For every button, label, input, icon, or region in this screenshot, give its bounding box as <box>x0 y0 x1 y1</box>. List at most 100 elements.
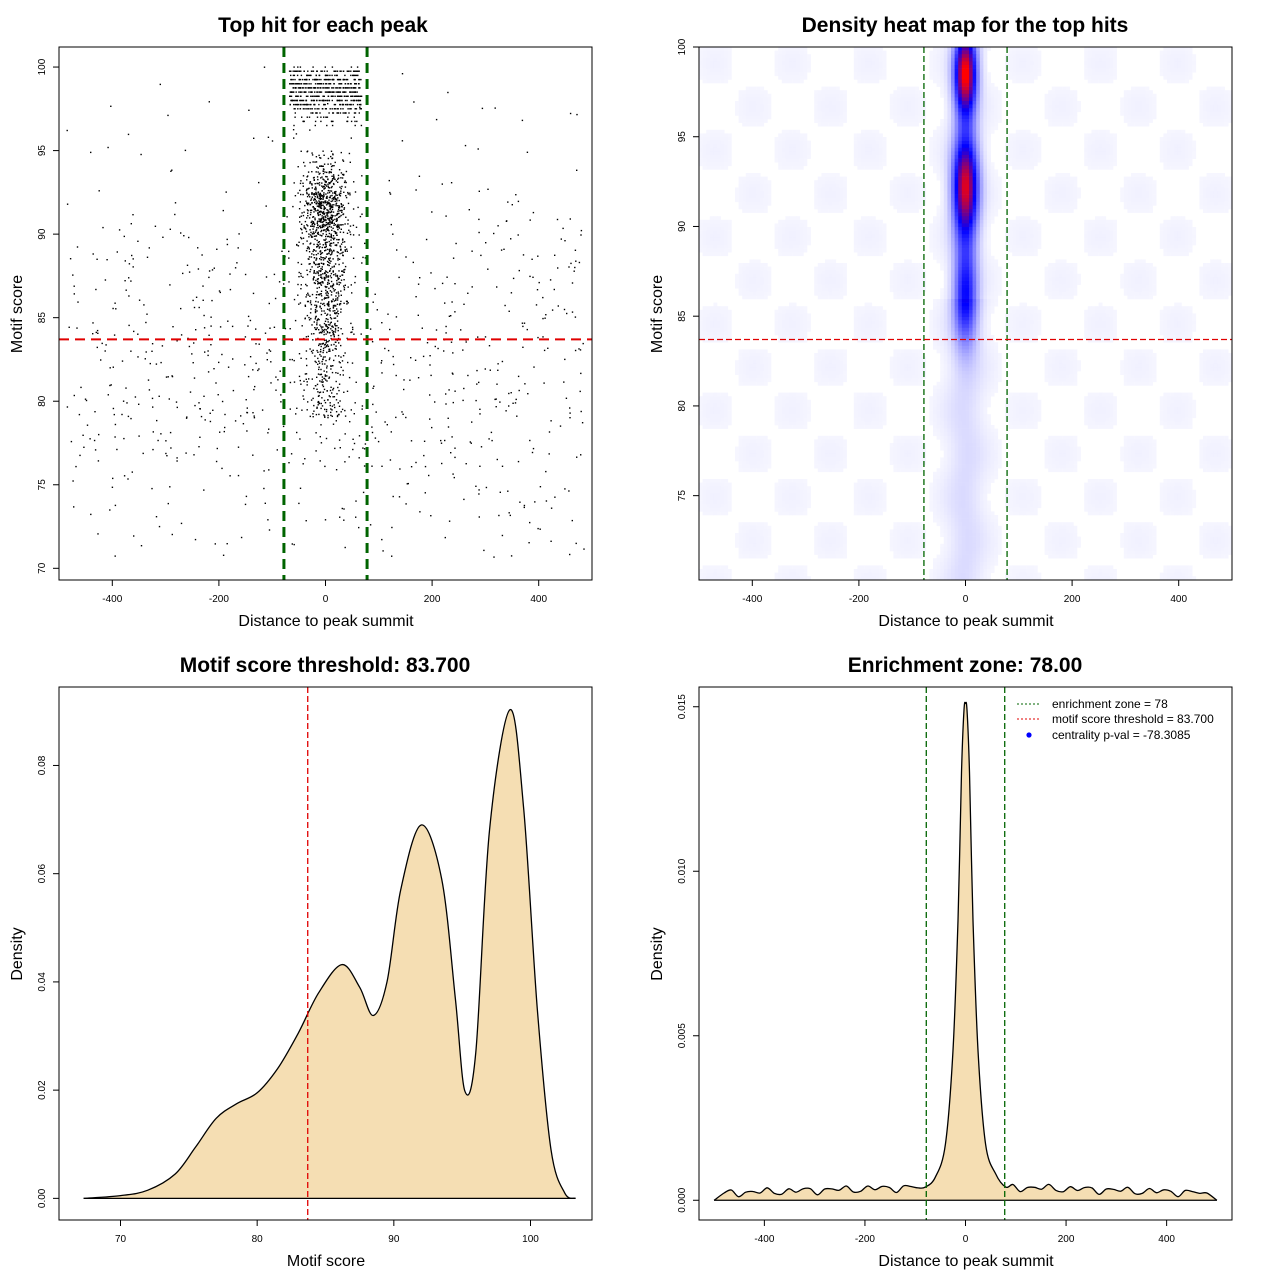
scatter-point <box>325 410 328 413</box>
scatter-point <box>494 107 496 109</box>
scatter-point <box>299 221 301 223</box>
heatmap-cell <box>1167 47 1171 51</box>
heatmap-cell <box>983 111 988 116</box>
heatmap-cell <box>709 155 714 159</box>
scatter-point <box>301 409 303 411</box>
scatter-point <box>321 363 324 365</box>
heatmap-cell <box>857 158 862 163</box>
heatmap-cell <box>969 122 973 127</box>
heatmap-cell <box>882 75 887 80</box>
heatmap-cell <box>911 90 916 95</box>
heatmap-cell <box>943 68 948 73</box>
scatter-point <box>307 215 309 217</box>
scatter-point <box>371 341 374 343</box>
heatmap-cell <box>987 72 991 77</box>
heatmap-cell <box>699 151 703 156</box>
heatmap-cell <box>753 115 757 120</box>
heatmap-cell <box>1138 108 1143 113</box>
scatter-point <box>267 136 270 138</box>
scatter-point <box>253 417 256 419</box>
heatmap-cell <box>735 104 739 109</box>
scatter-point <box>332 396 334 398</box>
scatter-point <box>328 230 330 232</box>
scatter-point <box>415 189 417 191</box>
heatmap-cell <box>1023 68 1027 73</box>
scatter-point <box>336 339 339 342</box>
heatmap-cell <box>828 122 833 127</box>
heatmap-cell <box>875 68 880 73</box>
scatter-point <box>580 234 582 236</box>
scatter-point <box>332 283 335 285</box>
scatter-point <box>90 513 92 516</box>
scatter-point <box>333 334 335 336</box>
heatmap-cell <box>958 133 963 138</box>
scatter-point <box>331 214 333 217</box>
scatter-point <box>320 402 322 405</box>
heatmap-cell <box>709 137 714 141</box>
heatmap-cell <box>979 158 984 163</box>
heatmap-cell <box>958 97 963 102</box>
heatmap-cell <box>1167 137 1171 141</box>
scatter-point <box>128 295 130 297</box>
scatter-point <box>318 368 320 371</box>
heatmap-cell <box>907 115 912 120</box>
scatter-point <box>308 251 311 253</box>
scatter-point <box>340 203 342 205</box>
scatter-point <box>307 103 309 106</box>
heatmap-cell <box>1217 101 1222 105</box>
heatmap-cell <box>864 137 869 141</box>
heatmap-cell <box>1199 97 1204 102</box>
heatmap-cell <box>803 162 808 167</box>
heatmap-cell <box>756 108 761 113</box>
scatter-point <box>334 447 336 450</box>
scatter-point <box>300 70 302 72</box>
scatter-point <box>319 243 321 245</box>
scatter-point <box>311 187 313 189</box>
heatmap-cell <box>864 50 869 55</box>
scatter-point <box>333 343 335 346</box>
scatter-point <box>73 506 75 508</box>
scatter-point <box>320 87 322 89</box>
scatter-point <box>249 319 252 322</box>
heatmap-cell <box>1188 147 1193 152</box>
scatter-point <box>429 394 431 396</box>
scatter-point <box>305 230 308 233</box>
heatmap-cell <box>936 47 941 51</box>
scatter-point <box>330 386 332 388</box>
scatter-point <box>324 285 326 288</box>
scatter-point <box>318 202 321 205</box>
scatter-point <box>310 103 312 106</box>
heatmap-cell <box>713 47 718 51</box>
heatmap-cell <box>976 133 981 138</box>
scatter-point <box>421 327 423 329</box>
scatter-point <box>306 188 308 190</box>
heatmap-cell <box>929 155 934 159</box>
scatter-point <box>121 413 123 416</box>
scatter-point <box>332 174 335 176</box>
heatmap-cell <box>987 97 991 102</box>
heatmap-cell <box>1030 72 1035 77</box>
y-tick-label: 100 <box>37 58 48 75</box>
heatmap-cell <box>709 72 714 77</box>
heatmap-cell <box>796 54 801 59</box>
scatter-point <box>324 257 326 260</box>
scatter-point <box>210 325 212 327</box>
scatter-point <box>339 112 342 114</box>
scatter-point <box>320 313 323 316</box>
scatter-point <box>351 91 354 93</box>
heatmap-cell <box>965 72 970 77</box>
scatter-point <box>330 150 333 152</box>
scatter-point <box>441 183 443 185</box>
scatter-point <box>415 461 417 464</box>
scatter-point <box>529 521 531 524</box>
heatmap-cell <box>864 72 869 77</box>
scatter-point <box>329 78 331 81</box>
scatter-point <box>334 108 336 110</box>
scatter-point <box>328 191 331 194</box>
scatter-point <box>360 333 362 335</box>
heatmap-cell <box>940 126 945 131</box>
heatmap-cell <box>969 119 973 123</box>
scatter-point <box>213 368 215 370</box>
heatmap-cell <box>954 68 959 73</box>
heatmap-cell <box>979 68 984 73</box>
